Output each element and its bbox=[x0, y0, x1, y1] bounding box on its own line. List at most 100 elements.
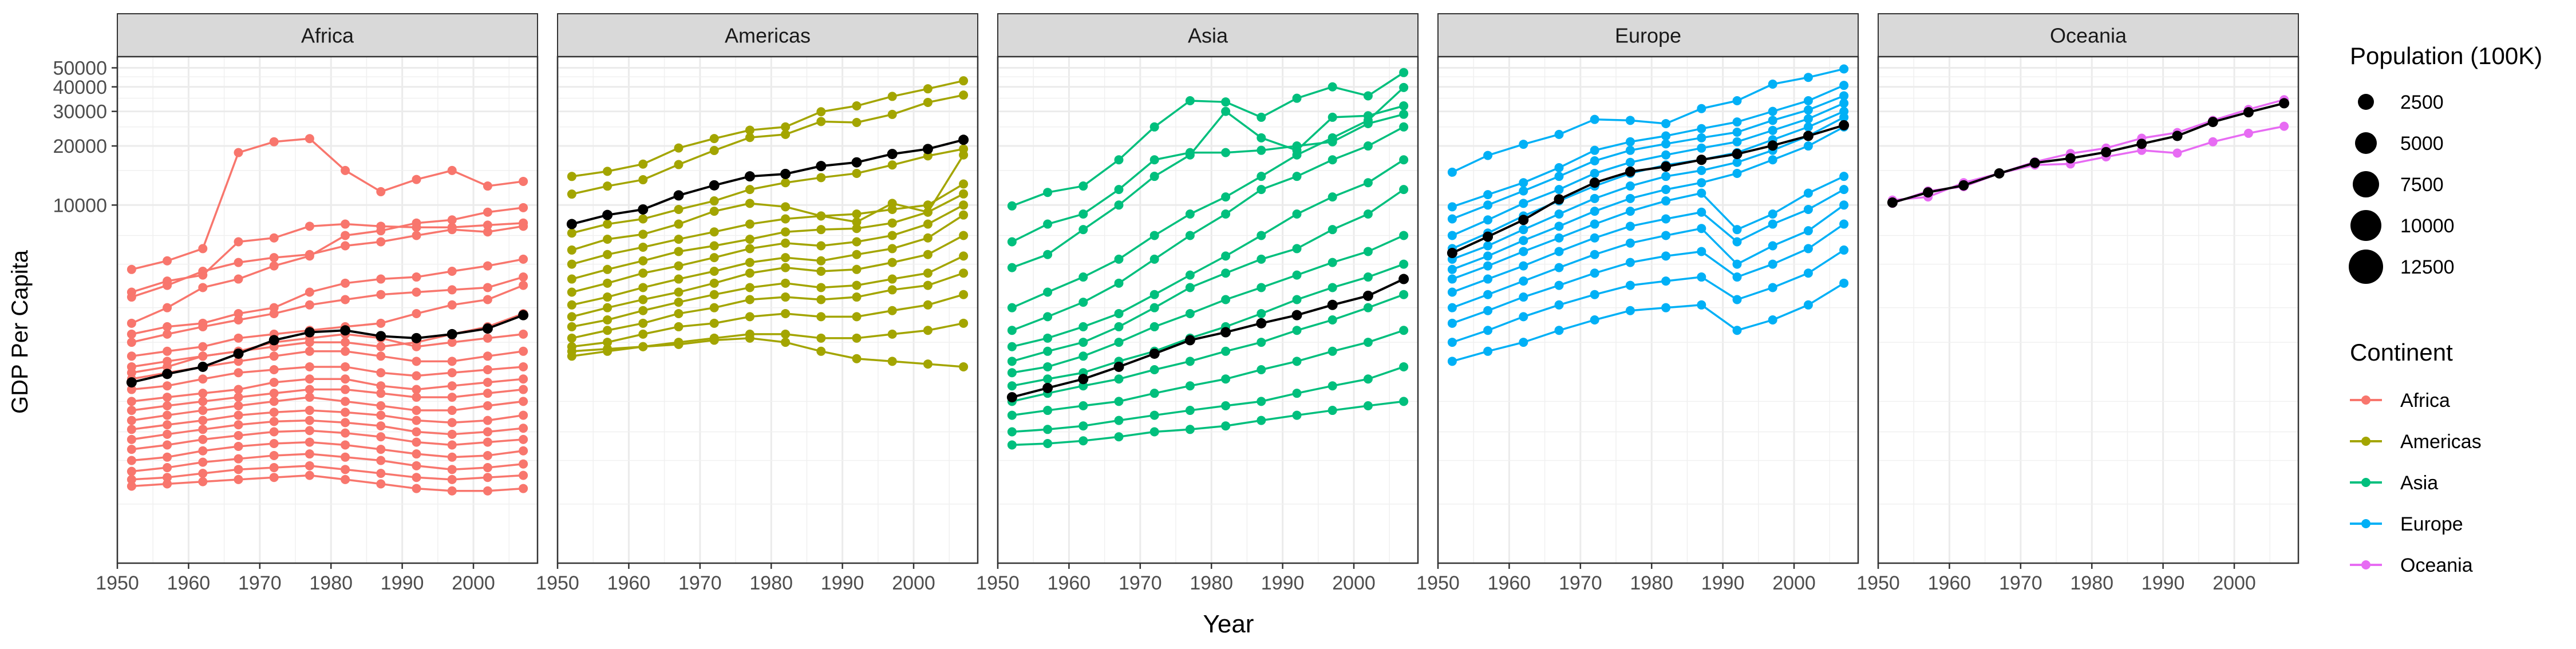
series-line bbox=[571, 183, 965, 266]
data-point bbox=[959, 189, 969, 199]
data-point bbox=[1625, 145, 1635, 155]
data-point bbox=[1257, 415, 1266, 425]
data-point bbox=[1363, 178, 1373, 188]
data-point bbox=[852, 224, 862, 234]
series-africa-14 bbox=[127, 393, 528, 425]
data-point bbox=[852, 118, 862, 128]
data-point bbox=[519, 374, 528, 384]
data-point bbox=[1554, 233, 1564, 243]
series-line bbox=[571, 337, 964, 368]
x-tick-label: 1980 bbox=[1190, 572, 1233, 594]
average-point bbox=[2101, 147, 2112, 157]
series-line bbox=[1012, 329, 1404, 417]
series-line bbox=[1892, 125, 2285, 201]
data-point bbox=[1803, 204, 1813, 214]
series-line bbox=[131, 258, 524, 335]
series-africa-20 bbox=[127, 461, 528, 484]
series-line bbox=[1452, 282, 1845, 363]
data-point bbox=[781, 329, 791, 339]
data-point bbox=[305, 374, 314, 384]
data-point bbox=[1399, 155, 1409, 165]
data-point bbox=[1363, 247, 1373, 256]
data-point bbox=[923, 233, 933, 243]
data-point bbox=[1483, 215, 1493, 225]
series-line bbox=[131, 207, 524, 325]
series-asia-5 bbox=[1007, 122, 1409, 335]
data-point bbox=[305, 426, 314, 436]
data-point bbox=[816, 225, 826, 235]
data-point bbox=[305, 470, 314, 480]
data-point bbox=[745, 283, 754, 292]
data-point bbox=[745, 125, 754, 135]
data-point bbox=[341, 231, 350, 240]
data-point bbox=[852, 217, 862, 227]
data-point bbox=[376, 469, 386, 478]
data-point bbox=[1257, 283, 1266, 292]
panel-border bbox=[1877, 56, 2300, 564]
series-africa-1 bbox=[127, 134, 528, 274]
data-point bbox=[674, 160, 683, 169]
data-point bbox=[709, 318, 719, 328]
data-point bbox=[1078, 421, 1088, 431]
series-europe-12 bbox=[1447, 245, 1849, 347]
average-point bbox=[518, 310, 529, 320]
data-point bbox=[852, 168, 862, 178]
data-point bbox=[376, 318, 386, 328]
data-point bbox=[1114, 432, 1124, 442]
data-point bbox=[1363, 303, 1373, 312]
series-asia-12 bbox=[1007, 362, 1409, 437]
data-point bbox=[887, 258, 897, 267]
data-point bbox=[745, 333, 754, 343]
average-series bbox=[566, 134, 969, 229]
data-point bbox=[447, 406, 457, 415]
series-line bbox=[571, 148, 964, 234]
average-series bbox=[126, 310, 529, 388]
data-point bbox=[519, 424, 528, 433]
data-point bbox=[1185, 150, 1195, 160]
data-point bbox=[709, 290, 719, 299]
data-point bbox=[852, 250, 862, 259]
data-point bbox=[1043, 425, 1053, 434]
data-point bbox=[887, 357, 897, 366]
series-africa-3 bbox=[127, 203, 528, 328]
data-point bbox=[1007, 263, 1017, 272]
data-point bbox=[887, 231, 897, 240]
data-point bbox=[1554, 247, 1564, 256]
average-point bbox=[2243, 107, 2254, 118]
data-point bbox=[234, 274, 243, 284]
series-europe-1 bbox=[1447, 64, 1849, 177]
average-point bbox=[1220, 327, 1231, 338]
average-point bbox=[1625, 166, 1635, 177]
data-point bbox=[483, 463, 492, 473]
average-point bbox=[1042, 382, 1053, 393]
series-africa-19 bbox=[127, 449, 528, 476]
x-tick-label: 2000 bbox=[1772, 572, 1816, 594]
data-point bbox=[1732, 157, 1742, 167]
data-point bbox=[198, 397, 208, 406]
data-point bbox=[1007, 410, 1017, 420]
series-line bbox=[1452, 188, 1844, 294]
data-point bbox=[1697, 300, 1706, 310]
data-point bbox=[1257, 133, 1266, 143]
data-point bbox=[638, 329, 648, 339]
average-point bbox=[1839, 120, 1850, 130]
data-point bbox=[412, 175, 421, 184]
data-point bbox=[959, 251, 969, 261]
data-point bbox=[305, 251, 314, 261]
data-point bbox=[1292, 209, 1302, 219]
facet-label: Africa bbox=[301, 24, 354, 48]
facet-label: Americas bbox=[725, 24, 811, 48]
data-point bbox=[127, 329, 136, 339]
data-point bbox=[1483, 241, 1493, 251]
average-line bbox=[1012, 278, 1404, 399]
data-point bbox=[127, 406, 136, 415]
facet-strip bbox=[117, 13, 538, 57]
data-point bbox=[638, 342, 648, 351]
data-point bbox=[198, 351, 208, 361]
data-point bbox=[567, 346, 576, 356]
data-point bbox=[1519, 186, 1528, 196]
data-point bbox=[1803, 114, 1813, 124]
data-point bbox=[198, 389, 208, 398]
data-point bbox=[163, 440, 172, 450]
